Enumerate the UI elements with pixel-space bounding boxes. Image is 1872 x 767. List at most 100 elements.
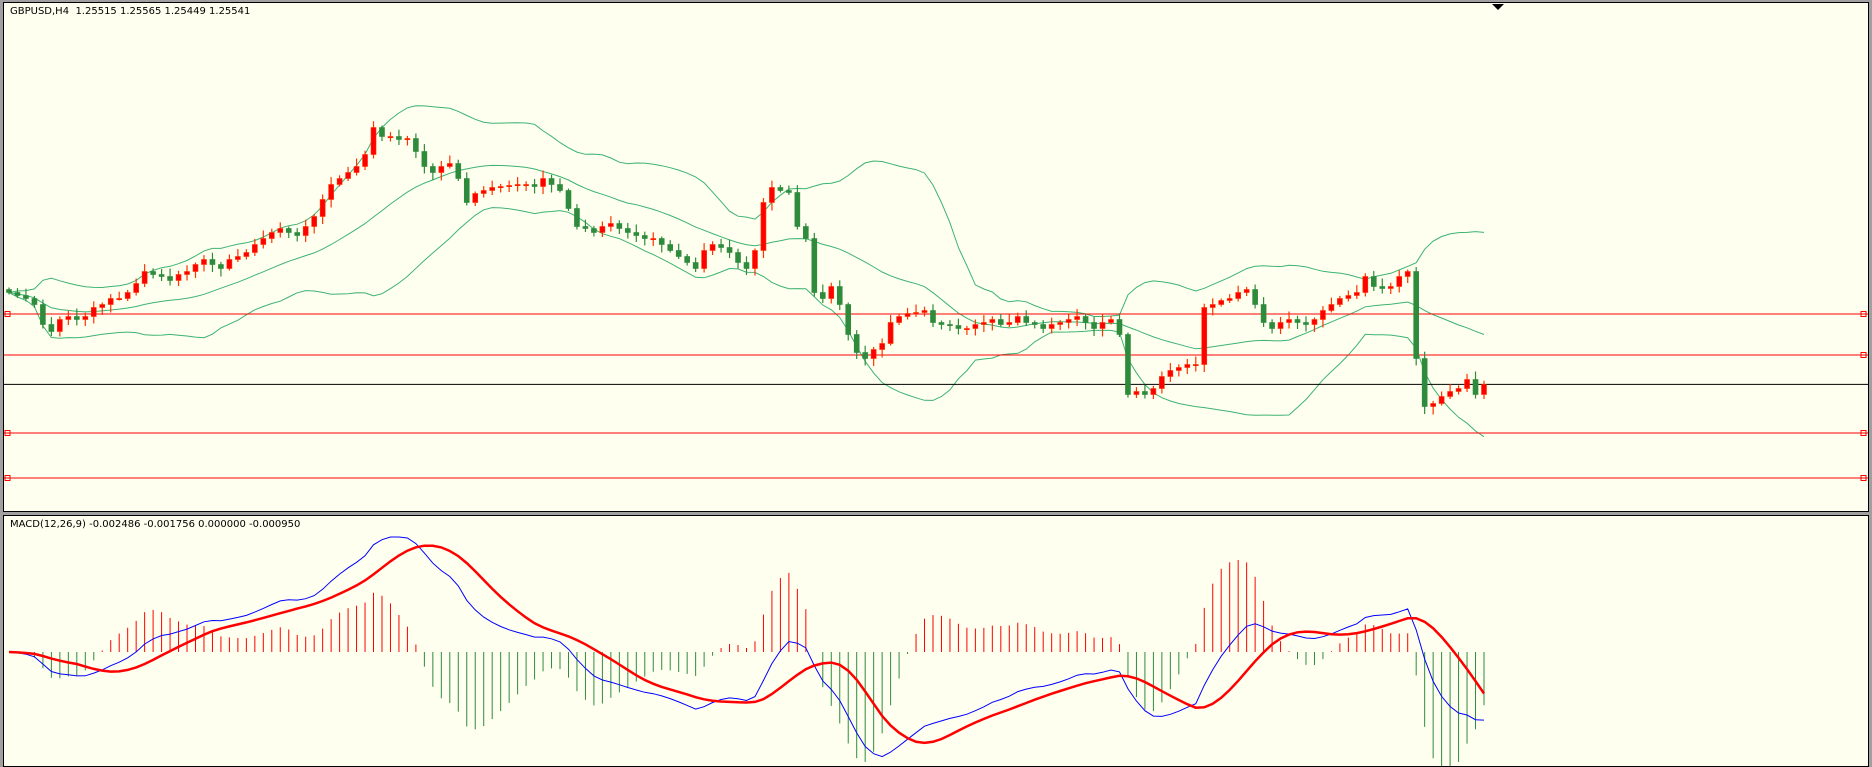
bullish-candle (1065, 319, 1072, 323)
level-handle-right (1860, 352, 1867, 358)
bullish-candle (1014, 316, 1021, 323)
bullish-candle (1218, 300, 1225, 305)
bullish-candle (1481, 384, 1487, 395)
bearish-candle (998, 319, 1004, 325)
bearish-candle (379, 127, 385, 137)
bullish-candle (921, 310, 928, 313)
bearish-candle (421, 151, 428, 167)
bullish-candle (235, 256, 241, 260)
bullish-candle (506, 185, 512, 188)
bullish-candle (1455, 388, 1462, 392)
bullish-candle (769, 187, 775, 203)
bullish-candle (328, 184, 334, 200)
ohlc-label: 1.25515 1.25565 1.25449 1.25541 (75, 6, 251, 17)
bullish-candle (964, 328, 970, 331)
level-handle-left (4, 311, 11, 317)
bullish-candle (192, 264, 199, 272)
bearish-candle (735, 252, 741, 263)
bearish-candle (1023, 316, 1030, 323)
bearish-candle (6, 289, 12, 293)
bearish-candle (777, 187, 784, 191)
price-chart-pane[interactable]: GBPUSD,H4 1.25515 1.25565 1.25449 1.2554… (3, 2, 1869, 512)
symbol-label: GBPUSD,H4 (10, 6, 70, 17)
bearish-candle (947, 324, 953, 327)
bearish-candle (1421, 358, 1428, 407)
bullish-candle (57, 319, 63, 332)
bullish-candle (904, 313, 911, 317)
price-chart-canvas (4, 4, 1868, 481)
bearish-candle (1142, 391, 1148, 395)
bullish-candle (260, 238, 267, 245)
bearish-candle (811, 238, 818, 293)
bullish-candle (141, 271, 148, 284)
bearish-candle (74, 316, 80, 320)
bearish-candle (836, 286, 843, 305)
bullish-candle (133, 283, 139, 293)
bearish-candle (616, 223, 623, 229)
level-handle-right (1860, 311, 1867, 317)
bullish-candle (175, 274, 182, 281)
bullish-candle (709, 244, 716, 251)
chart-shift-marker-icon (1492, 4, 1504, 10)
bearish-candle (150, 271, 156, 275)
bearish-candle (658, 238, 665, 245)
bearish-candle (1091, 322, 1097, 329)
macd-main-line (8, 536, 1485, 758)
bullish-candle (981, 322, 987, 325)
bearish-candle (209, 259, 216, 265)
bearish-candle (1116, 319, 1123, 335)
bearish-candle (1125, 334, 1131, 395)
bullish-candle (1099, 322, 1106, 329)
bearish-candle (396, 136, 402, 140)
bearish-candle (167, 276, 173, 281)
bearish-candle (1082, 316, 1089, 323)
bullish-candle (226, 259, 233, 269)
bearish-candle (48, 324, 55, 332)
bearish-candle (285, 228, 292, 233)
bullish-candle (497, 186, 504, 189)
bullish-candle (599, 226, 606, 233)
bearish-candle (1379, 286, 1386, 289)
bullish-candle (828, 286, 835, 299)
bullish-candle (1176, 367, 1182, 371)
bearish-candle (23, 295, 29, 299)
bearish-candle (743, 262, 750, 269)
bullish-candle (650, 238, 657, 241)
bullish-candle (972, 324, 979, 329)
bullish-candle (311, 216, 317, 227)
bullish-candle (540, 178, 546, 187)
bullish-candle (514, 184, 521, 187)
bullish-candle (370, 127, 377, 155)
bullish-candle (252, 244, 258, 253)
bullish-candle (1226, 298, 1233, 301)
bearish-candle (218, 264, 224, 269)
bullish-candle (1438, 396, 1445, 404)
bearish-candle (1303, 322, 1309, 325)
bullish-candle (1354, 292, 1360, 296)
bullish-candle (302, 226, 309, 236)
macd-pane[interactable]: MACD(12,26,9) -0.002486 -0.001756 0.0000… (3, 515, 1869, 767)
bullish-candle (184, 271, 190, 275)
bullish-candle (608, 223, 614, 227)
bullish-candle (319, 199, 326, 217)
bearish-candle (675, 250, 682, 257)
bullish-candle (404, 138, 411, 141)
bearish-candle (625, 228, 631, 233)
bearish-candle (294, 232, 301, 236)
bullish-candle (1328, 304, 1335, 311)
bullish-candle (1048, 324, 1055, 329)
bollinger-middle-band (8, 164, 1485, 350)
bearish-candle (667, 244, 674, 251)
bullish-candle (879, 343, 885, 350)
bullish-candle (99, 304, 106, 308)
bearish-candle (14, 292, 21, 296)
bearish-candle (1294, 319, 1301, 323)
bullish-candle (1074, 316, 1080, 320)
bearish-candle (1031, 322, 1038, 325)
bearish-candle (930, 310, 936, 323)
bullish-candle (760, 202, 767, 251)
bullish-candle (1345, 295, 1352, 299)
bearish-candle (430, 166, 436, 173)
bullish-candle (124, 292, 131, 299)
